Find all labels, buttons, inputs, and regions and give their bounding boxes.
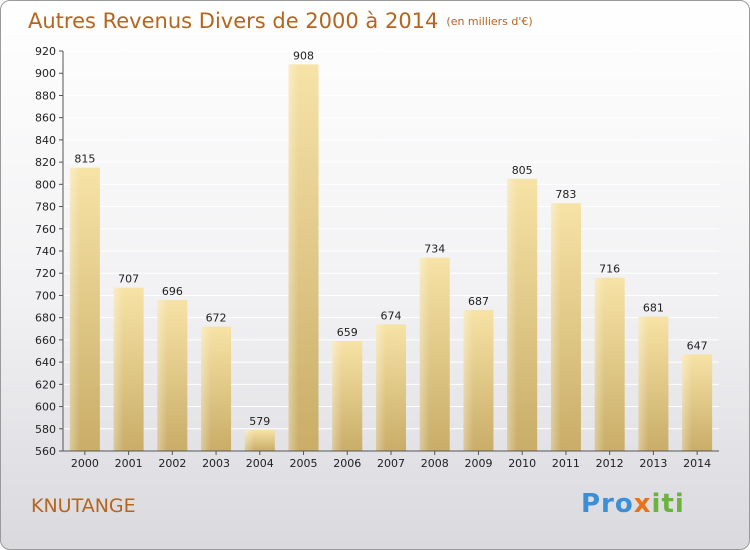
data-label-2012: 716 [599, 263, 620, 276]
chart-title-text: Autres Revenus Divers de 2000 à 2014 [28, 9, 439, 33]
x-tick-label: 2003 [202, 457, 230, 470]
y-tick-label: 580 [35, 423, 56, 436]
x-tick-label: 2000 [71, 457, 99, 470]
x-tick-label: 2005 [290, 457, 318, 470]
x-tick-label: 2011 [552, 457, 580, 470]
x-axis: 2000 2001 2002 2003 2004 2005 2006 2007 2008 2009… [63, 450, 719, 470]
y-tick-label: 780 [35, 201, 56, 214]
y-tick-label: 740 [35, 245, 56, 258]
chart-title: Autres Revenus Divers de 2000 à 2014 (en … [28, 9, 533, 33]
data-label-2007: 674 [381, 309, 402, 322]
y-tick-label: 660 [35, 334, 56, 347]
x-tick-label: 2001 [115, 457, 143, 470]
data-label-2009: 687 [468, 295, 489, 308]
chart-subtitle: (en milliers d'€) [446, 15, 533, 28]
y-tick-label: 920 [35, 45, 56, 58]
bar-highlight-2001 [113, 287, 124, 451]
logo-part-1: Pro [581, 489, 634, 519]
x-tick-label: 2013 [639, 457, 667, 470]
bar-highlight-2009 [463, 309, 474, 451]
y-tick-label: 860 [35, 112, 56, 125]
data-label-2006: 659 [337, 326, 358, 339]
y-tick-label: 680 [35, 312, 56, 325]
y-tick-label: 880 [35, 89, 56, 102]
bar-highlight-2007 [376, 324, 386, 451]
x-tick-label: 2006 [333, 457, 361, 470]
y-tick-label: 820 [35, 156, 56, 169]
y-axis: 560 580 600 620 640 660 680 700 720 740 760 780 800 8… [35, 45, 64, 458]
y-tick-label: 760 [35, 223, 56, 236]
y-tick-label: 640 [35, 356, 56, 369]
y-tick-label: 560 [35, 445, 56, 458]
data-label-2013: 681 [643, 302, 664, 315]
x-tick-label: 2004 [246, 457, 274, 470]
bars: 815 707 696 672 579 908 659 674 734 687 805 783 716 6… [69, 49, 713, 452]
bar-highlight-2012 [594, 277, 605, 451]
data-label-2011: 783 [555, 188, 576, 201]
data-label-2002: 696 [162, 285, 183, 298]
y-tick-label: 620 [35, 378, 56, 391]
bar-highlight-2008 [419, 257, 430, 451]
bar-highlight-2004 [244, 429, 255, 451]
data-label-2003: 672 [206, 312, 227, 325]
y-tick-label: 900 [35, 67, 56, 80]
location-label: KNUTANGE [31, 495, 136, 517]
bar-highlight-2005 [288, 64, 299, 452]
x-tick-label: 2008 [421, 457, 449, 470]
x-tick-label: 2009 [464, 457, 492, 470]
bar-highlight-2011 [550, 203, 561, 451]
logo-part-2: x [633, 489, 652, 519]
bar-highlight-2003 [201, 326, 212, 451]
y-tick-label: 800 [35, 178, 56, 191]
data-label-2004: 579 [249, 415, 270, 428]
logo-part-3: iti [651, 489, 685, 519]
data-label-2014: 647 [687, 339, 708, 352]
proxiti-logo: Proxiti [581, 489, 685, 519]
data-label-2005: 908 [293, 49, 314, 62]
bar-highlight-2010 [507, 178, 518, 451]
x-tick-label: 2007 [377, 457, 405, 470]
bar-highlight-2013 [638, 316, 649, 451]
y-tick-label: 840 [35, 134, 56, 147]
data-label-2001: 707 [118, 273, 139, 286]
data-label-2010: 805 [512, 164, 533, 177]
x-tick-label: 2014 [683, 457, 711, 470]
data-label-2000: 815 [74, 153, 95, 166]
y-tick-label: 600 [35, 401, 56, 414]
bar-highlight-2000 [69, 167, 80, 451]
x-tick-label: 2002 [158, 457, 186, 470]
y-tick-label: 700 [35, 289, 56, 302]
x-tick-label: 2010 [508, 457, 536, 470]
y-tick-label: 720 [35, 267, 56, 280]
x-tick-label: 2012 [596, 457, 624, 470]
bar-highlight-2002 [157, 299, 168, 451]
data-label-2008: 734 [424, 243, 445, 256]
bar-highlight-2006 [332, 341, 343, 451]
bar-highlight-2014 [682, 354, 693, 451]
